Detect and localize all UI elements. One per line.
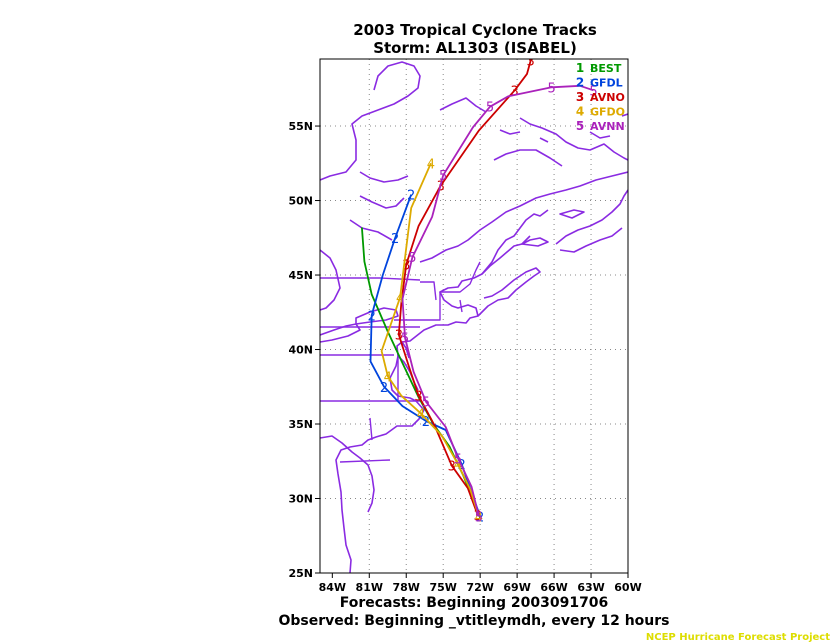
track-marker-avnn: 5 bbox=[454, 452, 462, 467]
legend-label-best: BEST bbox=[590, 62, 622, 75]
legend-marker-gfdl: 2 bbox=[576, 76, 584, 90]
y-tick-label: 30N bbox=[288, 493, 313, 506]
y-tick-label: 45N bbox=[288, 269, 313, 282]
x-tick-label: 66W bbox=[540, 581, 567, 594]
track-marker-avno: 3 bbox=[395, 329, 403, 344]
legend-marker-gfdo: 4 bbox=[576, 105, 584, 119]
legend-label-avnn: AVNN bbox=[590, 120, 625, 133]
x-tick-label: 60W bbox=[614, 581, 641, 594]
track-marker-gfdo: 4 bbox=[417, 408, 425, 423]
chart-title: 2003 Tropical Cyclone Tracks bbox=[353, 21, 597, 39]
credit-text: NCEP Hurricane Forecast Project bbox=[646, 632, 830, 643]
lake-ontario bbox=[355, 307, 399, 325]
track-marker-gfdl: 2 bbox=[368, 309, 376, 324]
y-tick-label: 55N bbox=[288, 120, 313, 133]
x-tick-label: 81W bbox=[356, 581, 383, 594]
track-marker-avnn: 5 bbox=[439, 169, 447, 184]
track-marker-avno: 3 bbox=[474, 509, 482, 524]
track-line-avnn bbox=[401, 84, 594, 517]
y-tick-label: 50N bbox=[288, 195, 313, 208]
track-marker-avnn: 5 bbox=[589, 84, 597, 99]
y-tick-label: 35N bbox=[288, 418, 313, 431]
labrador-coast bbox=[519, 117, 628, 161]
track-marker-gfdo: 4 bbox=[427, 157, 435, 172]
chart-subtitle: Storm: AL1303 (ISABEL) bbox=[373, 39, 577, 57]
track-marker-gfdl: 2 bbox=[476, 510, 484, 525]
x-tick-label: 69W bbox=[503, 581, 530, 594]
x-tick-label: 75W bbox=[429, 581, 456, 594]
track-marker-avnn: 5 bbox=[422, 396, 430, 411]
track-marker-avno: 3 bbox=[527, 54, 535, 69]
footer-note: Observed: Beginning _vtitleymdh, every 1… bbox=[278, 613, 669, 629]
islands-north bbox=[359, 113, 628, 183]
y-tick-label: 40N bbox=[288, 344, 313, 357]
track-marker-avno: 3 bbox=[448, 460, 456, 475]
track-marker-avnn: 5 bbox=[401, 332, 409, 347]
hudson-bay bbox=[320, 61, 421, 181]
y-tick-label: 25N bbox=[288, 567, 313, 580]
track-marker-gfdo: 4 bbox=[475, 510, 483, 525]
ungava bbox=[439, 97, 563, 167]
newfoundland bbox=[555, 189, 628, 253]
anticosti bbox=[559, 209, 585, 219]
x-axis-label: Forecasts: Beginning 2003091706 bbox=[340, 595, 609, 611]
track-marker-gfdo: 4 bbox=[396, 291, 404, 306]
legend: 1 BEST 2 GFDL 3 AVNO 4 GFDO 5 AVNN bbox=[576, 61, 625, 133]
track-marker-gfdl: 2 bbox=[391, 232, 399, 247]
legend-marker-avnn: 5 bbox=[576, 119, 584, 133]
y-axis-ticks: 25N 30N 35N 40N 45N 50N 55N bbox=[288, 120, 320, 580]
x-tick-label: 72W bbox=[466, 581, 493, 594]
x-tick-label: 84W bbox=[319, 581, 346, 594]
track-marker-gfdo: 4 bbox=[454, 458, 462, 473]
legend-label-gfdl: GFDL bbox=[590, 77, 623, 90]
legend-label-avno: AVNO bbox=[590, 91, 625, 104]
new-brunswick bbox=[481, 209, 549, 275]
track-marker-avnn: 5 bbox=[475, 510, 483, 525]
nova-scotia bbox=[477, 267, 541, 317]
plot-frame bbox=[319, 58, 629, 574]
track-marker-avnn: 5 bbox=[408, 251, 416, 266]
legend-label-gfdo: GFDO bbox=[590, 106, 625, 119]
track-marker-avnn: 5 bbox=[486, 101, 494, 116]
x-tick-label: 78W bbox=[393, 581, 420, 594]
st-lawrence bbox=[419, 171, 628, 263]
track-marker-avno: 3 bbox=[414, 390, 422, 405]
track-marker-avno: 3 bbox=[511, 84, 519, 99]
track-marker-avno: 3 bbox=[402, 259, 410, 274]
legend-marker-best: 1 bbox=[576, 61, 584, 75]
legend-marker-avno: 3 bbox=[576, 90, 584, 104]
track-marker-gfdl: 2 bbox=[380, 381, 388, 396]
lake-huron bbox=[320, 249, 341, 311]
track-marker-gfdl: 2 bbox=[407, 189, 415, 204]
track-marker-avnn: 5 bbox=[547, 81, 555, 96]
pei bbox=[521, 237, 549, 247]
track-line-gfdo bbox=[380, 162, 480, 517]
track-marker-gfdl: 2 bbox=[422, 415, 430, 430]
us-east-coast bbox=[335, 235, 531, 573]
track-line-avno bbox=[397, 60, 532, 516]
x-tick-label: 63W bbox=[577, 581, 604, 594]
grid-lines bbox=[320, 59, 628, 573]
james-bay bbox=[349, 195, 405, 241]
coastline-map bbox=[320, 61, 628, 573]
track-marker-gfdo: 4 bbox=[384, 370, 392, 385]
x-axis-ticks: 84W 81W 78W 75W 72W 69W 66W 63W 60W bbox=[319, 573, 642, 594]
